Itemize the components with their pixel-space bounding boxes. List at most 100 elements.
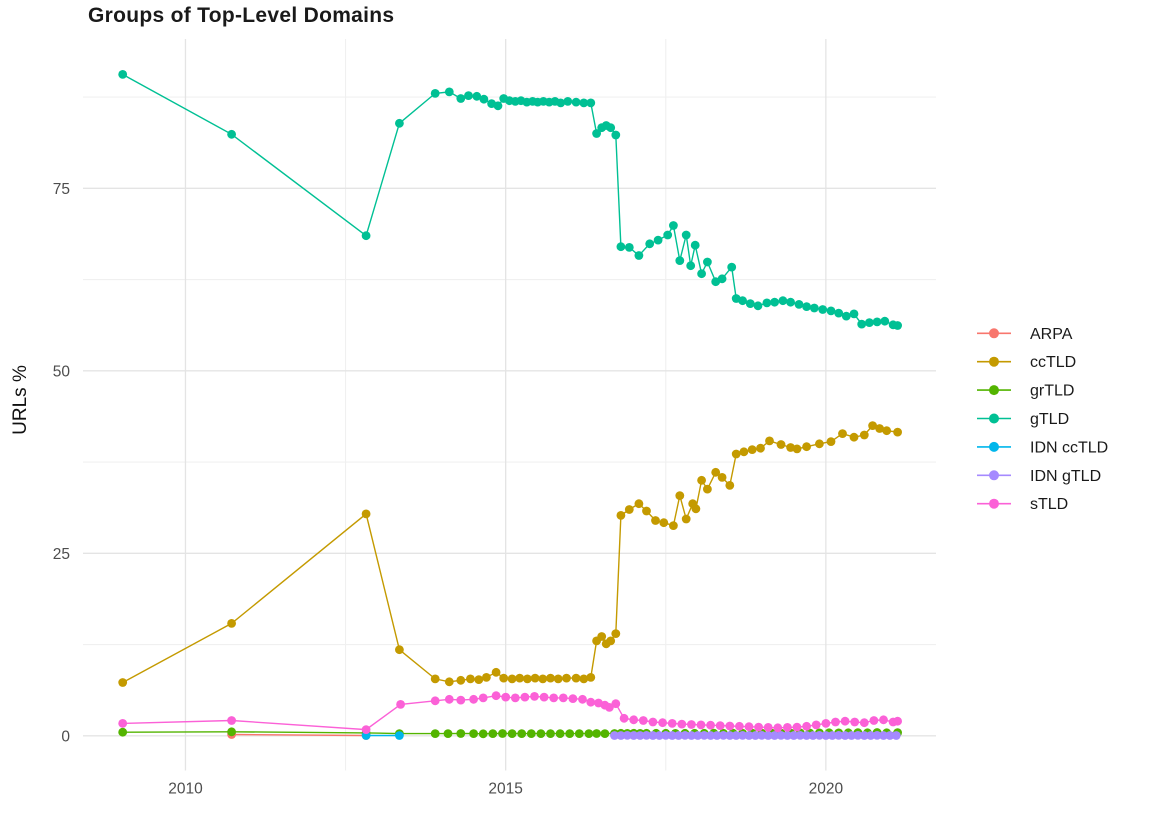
data-point <box>879 715 888 725</box>
data-point <box>562 673 571 683</box>
data-point <box>667 719 677 728</box>
data-point <box>444 677 454 687</box>
data-point <box>872 317 882 327</box>
legend-key-dot-icon <box>989 498 999 509</box>
data-point <box>478 693 488 703</box>
data-point <box>815 731 824 740</box>
data-point <box>659 518 669 528</box>
data-point <box>464 91 473 100</box>
legend-key-dot-icon <box>989 413 999 424</box>
data-point <box>794 300 804 309</box>
data-point <box>469 694 478 704</box>
data-point <box>773 723 783 733</box>
series-line <box>122 73 898 327</box>
legend-item: IDN gTLD <box>977 468 1101 485</box>
data-point <box>538 674 548 684</box>
data-point <box>711 467 721 477</box>
data-point <box>619 713 629 723</box>
data-point <box>731 449 741 459</box>
data-point <box>501 692 511 702</box>
data-point <box>507 729 517 738</box>
data-point <box>539 692 549 702</box>
data-point <box>638 716 648 725</box>
data-point <box>663 230 673 240</box>
data-point <box>745 299 755 308</box>
data-point <box>118 719 128 728</box>
data-point <box>549 693 559 703</box>
data-point <box>361 725 371 734</box>
data-point <box>872 731 882 740</box>
data-point <box>444 87 454 97</box>
data-point <box>526 729 536 738</box>
data-point <box>361 509 371 519</box>
data-point <box>546 673 555 683</box>
data-point <box>802 442 811 452</box>
data-point <box>118 678 128 687</box>
data-point <box>530 673 540 683</box>
data-point <box>891 731 901 740</box>
data-point <box>605 703 614 712</box>
data-point <box>499 673 509 683</box>
data-point <box>430 696 440 706</box>
data-point <box>811 720 821 730</box>
data-point <box>687 720 696 729</box>
data-point <box>849 309 859 319</box>
data-point <box>879 731 888 740</box>
series-idn-gtld <box>610 731 901 740</box>
data-point <box>586 697 596 707</box>
series-stld <box>118 691 902 734</box>
legend-key-dot-icon <box>989 470 999 481</box>
data-point <box>443 729 453 738</box>
data-point <box>600 729 610 738</box>
legend-label: gTLD <box>1030 411 1069 428</box>
data-point <box>568 694 578 703</box>
data-point <box>491 667 501 677</box>
data-point <box>579 98 589 108</box>
data-point <box>770 297 779 307</box>
data-point <box>680 731 690 740</box>
legend-label: sTLD <box>1030 496 1068 513</box>
data-point <box>118 70 128 79</box>
data-point <box>763 731 773 740</box>
data-point <box>727 262 737 272</box>
data-point <box>697 475 706 485</box>
data-point <box>802 302 811 311</box>
legend-key-dot-icon <box>989 328 999 339</box>
data-point <box>430 729 440 738</box>
data-point <box>699 731 709 740</box>
data-point <box>776 440 786 449</box>
data-point <box>556 98 566 108</box>
data-point <box>661 731 671 740</box>
data-point <box>227 129 237 139</box>
data-point <box>579 674 589 684</box>
data-point <box>456 675 466 685</box>
data-point <box>493 101 503 111</box>
data-point <box>697 269 706 279</box>
legend-label: ccTLD <box>1030 354 1076 371</box>
data-point <box>792 722 802 732</box>
data-point <box>687 731 696 740</box>
data-point <box>515 673 525 683</box>
data-point <box>735 721 744 731</box>
y-tick-label: 75 <box>53 181 70 198</box>
data-point <box>850 717 860 727</box>
legend-key-dot-icon <box>989 385 999 396</box>
data-point <box>474 675 484 684</box>
data-point <box>757 731 767 740</box>
data-point <box>744 722 754 732</box>
data-point <box>865 318 874 327</box>
data-point <box>456 94 466 103</box>
x-tick-label: 2015 <box>488 781 522 798</box>
data-point <box>530 692 539 701</box>
data-point <box>584 729 594 738</box>
legend-item: IDN ccTLD <box>977 439 1108 456</box>
data-point <box>818 305 828 314</box>
y-tick-label: 25 <box>53 546 70 563</box>
data-point <box>227 619 237 628</box>
data-point <box>655 731 664 740</box>
data-point <box>747 445 757 454</box>
data-point <box>756 443 765 453</box>
data-point <box>751 731 760 740</box>
data-point <box>821 731 831 740</box>
series-gtld <box>118 70 902 330</box>
